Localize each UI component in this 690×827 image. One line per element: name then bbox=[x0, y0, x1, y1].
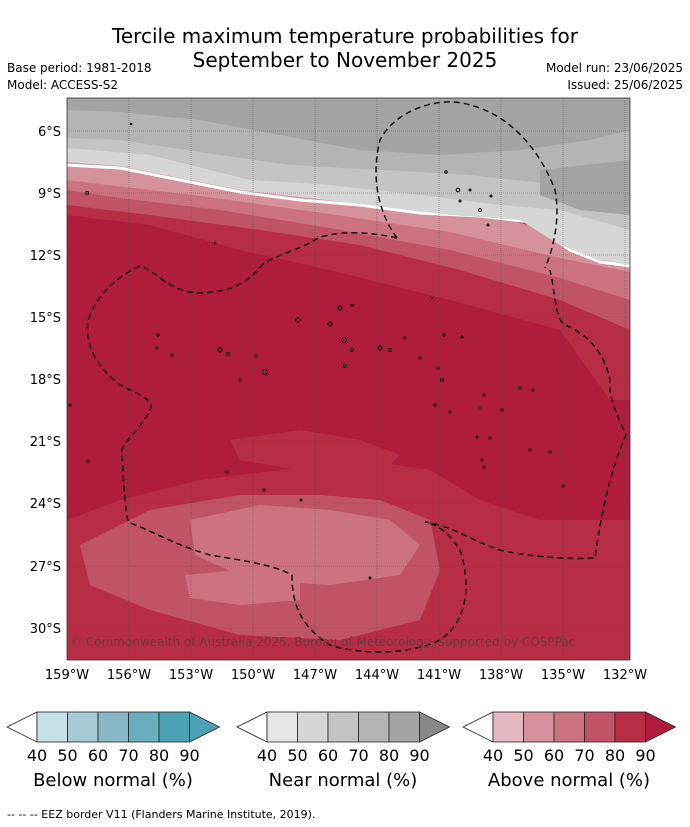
colorbar-tick-label: 90 bbox=[409, 746, 429, 765]
colorbar-segment bbox=[67, 711, 99, 743]
colorbar-tick-label: 60 bbox=[544, 746, 564, 765]
colorbar-extend-low bbox=[236, 711, 268, 743]
lon-label: 150°W bbox=[231, 668, 275, 683]
title-line-1: Tercile maximum temperature probabilitie… bbox=[112, 24, 578, 48]
colorbar-tick-label: 50 bbox=[57, 746, 77, 765]
colorbar-tick-label: 40 bbox=[257, 746, 277, 765]
lon-label: 141°W bbox=[417, 668, 461, 683]
above-60-south bbox=[190, 505, 420, 585]
lon-label: 147°W bbox=[293, 668, 337, 683]
meta-right: Model run: 23/06/2025 Issued: 25/06/2025 bbox=[546, 60, 683, 94]
colorbar-tick-label: 60 bbox=[318, 746, 338, 765]
colorbar-tick-label: 90 bbox=[179, 746, 199, 765]
colorbar-segment bbox=[492, 711, 524, 743]
colorbar-extend-low bbox=[462, 711, 494, 743]
transition-line bbox=[67, 163, 630, 268]
lon-label: 144°W bbox=[355, 668, 399, 683]
meta-left: Base period: 1981-2018 Model: ACCESS-S2 bbox=[7, 60, 152, 94]
model-name: Model: ACCESS-S2 bbox=[7, 78, 119, 92]
lon-label: 153°W bbox=[169, 668, 213, 683]
colorbar-extend-high bbox=[645, 711, 677, 743]
lon-labels: 159°W 156°W 153°W 150°W 147°W 144°W 141°… bbox=[45, 668, 647, 683]
colorbar-tick-label: 80 bbox=[605, 746, 625, 765]
model-run: Model run: 23/06/2025 bbox=[545, 61, 683, 75]
colorbar-segment bbox=[584, 711, 616, 743]
colorbar-segment bbox=[297, 711, 329, 743]
colorbar-segment bbox=[36, 711, 68, 743]
title-line-2: September to November 2025 bbox=[192, 48, 498, 72]
legend-above-normal: 40 50 60 70 80 90 bbox=[462, 711, 677, 765]
colorbar-tick-label: 50 bbox=[513, 746, 533, 765]
islands bbox=[68, 122, 565, 580]
colorbar-segment bbox=[128, 711, 160, 743]
lat-labels: 6°S 9°S 12°S 15°S 18°S 21°S 24°S 27°S 30… bbox=[30, 125, 61, 637]
colorbar-extend-low bbox=[6, 711, 38, 743]
colorbar-segment bbox=[553, 711, 585, 743]
colorbar-segment bbox=[97, 711, 129, 743]
colorbar-segment bbox=[327, 711, 359, 743]
colorbar-segment bbox=[523, 711, 555, 743]
colorbar-tick-label: 70 bbox=[118, 746, 138, 765]
near-90-zone bbox=[67, 98, 630, 155]
lon-label: 132°W bbox=[603, 668, 647, 683]
colorbar-extend-high bbox=[189, 711, 221, 743]
colorbar-tick-label: 40 bbox=[27, 746, 47, 765]
lat-label: 24°S bbox=[30, 497, 61, 512]
lon-label: 135°W bbox=[541, 668, 585, 683]
near-90-east bbox=[540, 160, 630, 215]
colorbar-tick-label: 50 bbox=[287, 746, 307, 765]
colorbar-segment bbox=[266, 711, 298, 743]
colorbar-segment bbox=[158, 711, 190, 743]
legend-below-normal: 40 50 60 70 80 90 bbox=[6, 711, 221, 765]
lat-label: 15°S bbox=[30, 311, 61, 326]
lat-label: 6°S bbox=[38, 125, 61, 140]
map-canvas: © Commonwealth of Australia 2025, Bureau… bbox=[6, 97, 677, 765]
grid-lines bbox=[67, 98, 630, 660]
lat-label: 18°S bbox=[30, 373, 61, 388]
base-period: Base period: 1981-2018 bbox=[7, 61, 152, 75]
colorbar-segment bbox=[614, 711, 646, 743]
colorbar-tick-label: 60 bbox=[88, 746, 108, 765]
colorbar-tick-label: 40 bbox=[483, 746, 503, 765]
legend-label-below: Below normal (%) bbox=[33, 770, 193, 791]
legend-label-above: Above normal (%) bbox=[487, 770, 651, 791]
lon-label: 159°W bbox=[45, 668, 89, 683]
colorbar-segment bbox=[388, 711, 420, 743]
lat-label: 9°S bbox=[38, 187, 61, 202]
colorbar-segment bbox=[358, 711, 390, 743]
lon-label: 156°W bbox=[107, 668, 151, 683]
eez-border-south bbox=[86, 232, 627, 653]
legend-near-normal: 40 50 60 70 80 90 bbox=[236, 711, 451, 765]
colorbar-tick-label: 70 bbox=[574, 746, 594, 765]
colorbar-extend-high bbox=[419, 711, 451, 743]
footnote: -- -- -- EEZ border V11 (Flanders Marine… bbox=[7, 808, 316, 821]
legend-label-near: Near normal (%) bbox=[268, 770, 418, 791]
colorbar-tick-label: 80 bbox=[149, 746, 169, 765]
eez-border-north bbox=[375, 101, 558, 269]
above-60-south-2 bbox=[185, 570, 300, 605]
map-area: © Commonwealth of Australia 2025, Bureau… bbox=[67, 98, 630, 660]
map-frame bbox=[66, 97, 631, 661]
copyright-text: © Commonwealth of Australia 2025, Bureau… bbox=[70, 635, 575, 649]
lat-label: 27°S bbox=[30, 560, 61, 575]
lat-label: 30°S bbox=[30, 622, 61, 637]
colorbar-tick-label: 80 bbox=[379, 746, 399, 765]
colorbar-tick-label: 70 bbox=[348, 746, 368, 765]
issued-date: Issued: 25/06/2025 bbox=[567, 78, 683, 92]
colorbar-tick-label: 90 bbox=[635, 746, 655, 765]
lat-label: 21°S bbox=[30, 435, 61, 450]
chart-title: Tercile maximum temperature probabilitie… bbox=[0, 24, 690, 72]
lon-label: 138°W bbox=[479, 668, 523, 683]
lat-label: 12°S bbox=[30, 249, 61, 264]
